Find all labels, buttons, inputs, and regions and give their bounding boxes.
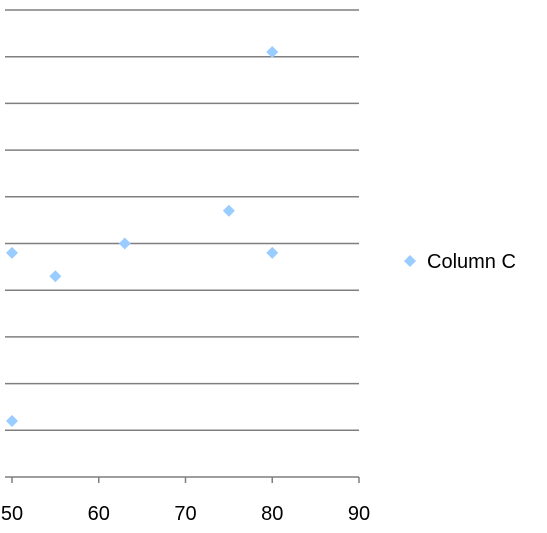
- legend-marker-icon: [404, 255, 416, 267]
- data-point: [118, 237, 131, 250]
- legend-label: Column C: [427, 251, 516, 273]
- data-point: [6, 414, 18, 427]
- data-points: [6, 46, 279, 427]
- data-point: [222, 204, 235, 217]
- data-point: [49, 270, 62, 283]
- data-point: [266, 246, 279, 259]
- data-point: [266, 46, 279, 59]
- data-point: [6, 246, 18, 259]
- x-tick-label: 60: [88, 503, 110, 525]
- x-axis: 50 60 70 80 90: [1, 477, 370, 525]
- x-tick-label: 70: [174, 503, 196, 525]
- legend: Column C: [404, 251, 516, 273]
- gridlines: [5, 9, 359, 478]
- x-tick-label: 90: [348, 503, 370, 525]
- x-tick-label: 80: [261, 503, 283, 525]
- x-tick-label: 50: [1, 503, 23, 525]
